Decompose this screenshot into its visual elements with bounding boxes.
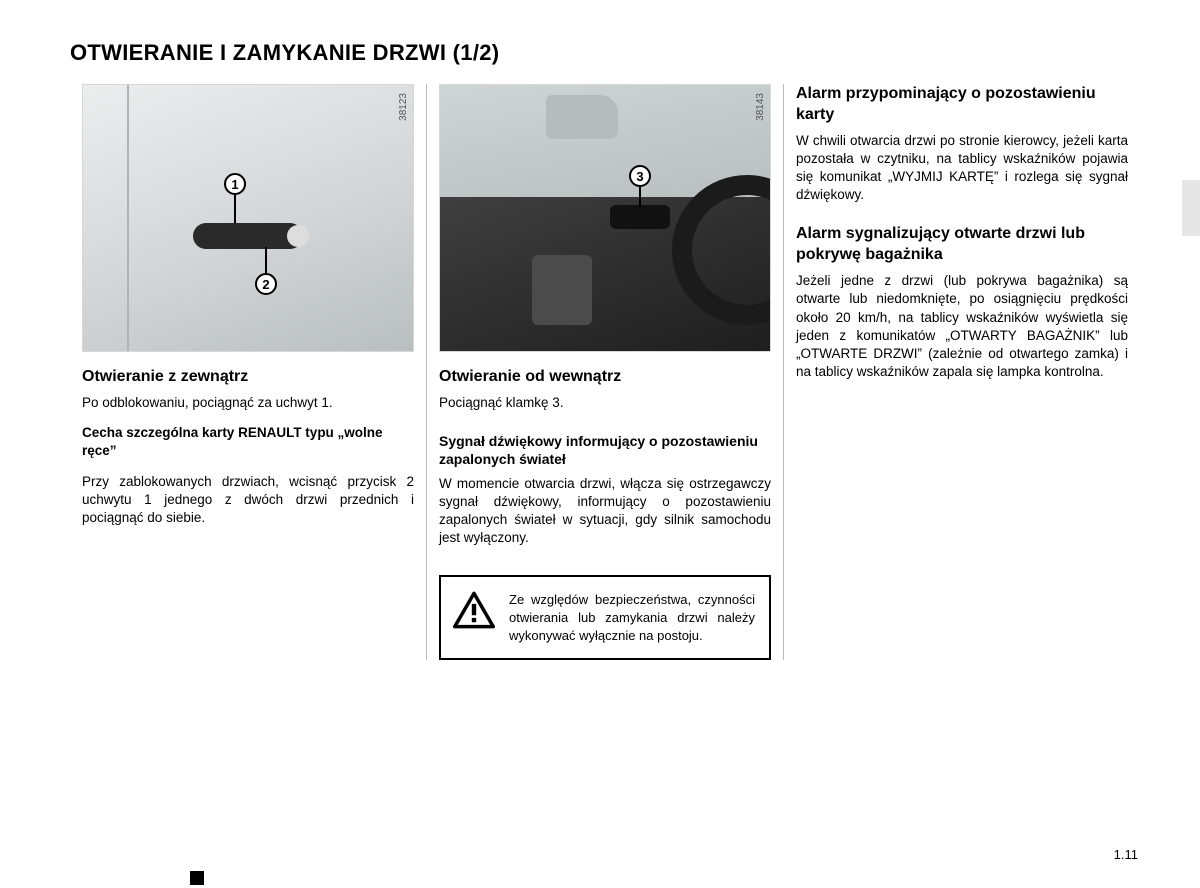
content-columns: 38123 1 2 Otwieranie z zewnątrz Po odblo… bbox=[70, 84, 1140, 660]
callout-2: 2 bbox=[255, 273, 277, 295]
warning-icon bbox=[453, 591, 495, 629]
column-3: Alarm przypominający o pozostawieniu kar… bbox=[784, 84, 1140, 660]
figure-exterior-handle: 38123 1 2 bbox=[82, 84, 414, 352]
page-number: 1.11 bbox=[1114, 847, 1138, 862]
figure-code: 38123 bbox=[398, 93, 409, 121]
paragraph: Przy zablokowanych drzwiach, wcisnąć prz… bbox=[82, 473, 414, 528]
figure-code: 38143 bbox=[755, 93, 766, 121]
footer-mark bbox=[190, 871, 204, 885]
window-switch-panel bbox=[532, 255, 592, 325]
page-title: OTWIERANIE I ZAMYKANIE DRZWI (1/2) bbox=[70, 40, 1140, 66]
paragraph: Jeżeli jedne z drzwi (lub pokrywa bagażn… bbox=[796, 272, 1128, 381]
callout-line-1 bbox=[234, 193, 236, 223]
paragraph: Po odblokowaniu, pociągnąć za uchwyt 1. bbox=[82, 394, 414, 412]
column-1: 38123 1 2 Otwieranie z zewnątrz Po odblo… bbox=[70, 84, 426, 660]
column-2: 38143 3 Otwieranie od wewnątrz Pociągnąć… bbox=[426, 84, 784, 660]
door-seam bbox=[127, 85, 129, 351]
callout-3: 3 bbox=[629, 165, 651, 187]
callout-1: 1 bbox=[224, 173, 246, 195]
exterior-door-handle bbox=[193, 223, 303, 249]
side-mirror bbox=[546, 95, 618, 139]
sub-heading: Sygnał dźwiękowy informujący o pozostawi… bbox=[439, 432, 771, 468]
section-heading: Alarm przypominający o pozostawieniu kar… bbox=[796, 84, 1128, 126]
section-heading: Otwieranie z zewnątrz bbox=[82, 368, 414, 386]
warning-box: Ze względów bezpieczeństwa, czynności ot… bbox=[439, 575, 771, 660]
callout-line-2 bbox=[265, 247, 267, 275]
callout-1-label: 1 bbox=[231, 177, 238, 192]
figure-interior-handle: 38143 3 bbox=[439, 84, 771, 352]
warning-text: Ze względów bezpieczeństwa, czynności ot… bbox=[509, 591, 755, 644]
sub-heading: Cecha szczególna karty RENAULT typu „wol… bbox=[82, 424, 414, 460]
paragraph: Pociągnąć klamkę 3. bbox=[439, 394, 771, 412]
callout-line-3 bbox=[639, 185, 641, 207]
paragraph: W momencie otwarcia drzwi, włącza się os… bbox=[439, 475, 771, 548]
section-heading: Alarm sygnalizujący otwarte drzwi lub po… bbox=[796, 224, 1128, 266]
section-heading: Otwieranie od wewnątrz bbox=[439, 368, 771, 386]
callout-3-label: 3 bbox=[636, 169, 643, 184]
interior-door-handle bbox=[610, 205, 670, 229]
callout-2-label: 2 bbox=[262, 277, 269, 292]
section-tab bbox=[1182, 180, 1200, 236]
paragraph: W chwili otwarcia drzwi po stronie kiero… bbox=[796, 132, 1128, 205]
